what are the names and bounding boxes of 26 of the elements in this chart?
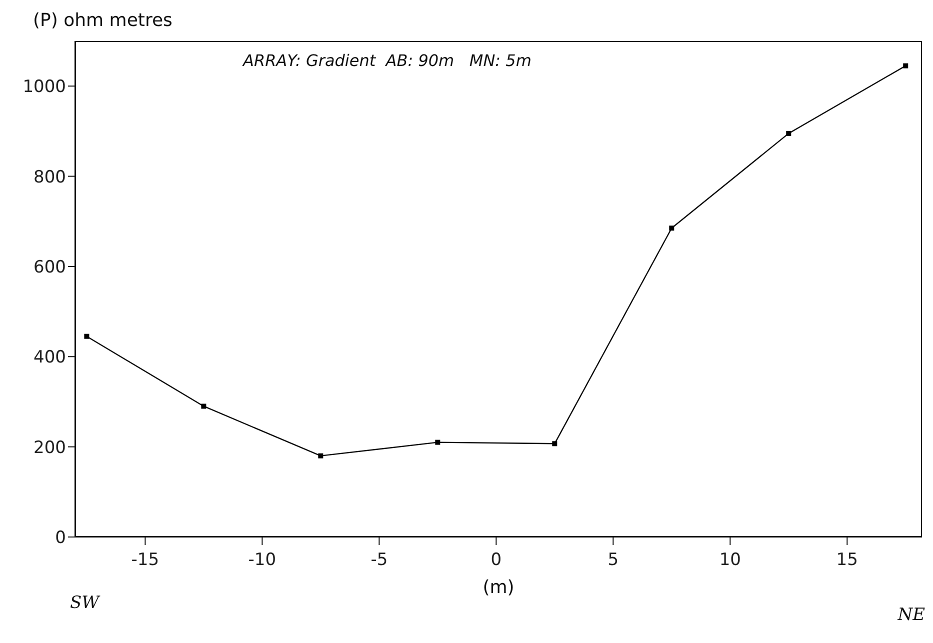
x-axis-title: (m) (482, 577, 514, 598)
x-tick-label: 0 (490, 550, 502, 570)
point (552, 441, 558, 446)
x-tick-label: -5 (370, 550, 388, 570)
y-axis-title: (P) ohm metres (33, 10, 172, 31)
y-tick-label: 1000 (22, 77, 66, 98)
point (669, 226, 674, 231)
y-tick-label: 200 (34, 438, 66, 458)
text: NE (898, 605, 925, 625)
y-tick-label: 800 (34, 167, 66, 188)
annotation: ARRAY: Gradient AB: 90m MN: 5m (243, 51, 532, 70)
point (903, 63, 908, 68)
point (84, 334, 90, 339)
text: SW (70, 593, 100, 613)
x-tick-label: 15 (836, 550, 858, 570)
point (201, 404, 206, 409)
point (435, 440, 440, 445)
x-tick-label: -10 (248, 550, 276, 570)
x-tick-label: 10 (719, 550, 741, 570)
y-tick-label: 0 (55, 528, 66, 548)
y-tick-label: 600 (34, 257, 66, 278)
point (786, 130, 792, 136)
x-tick-label: -15 (131, 550, 160, 570)
y-tick-label: 400 (34, 348, 66, 368)
x-tick-label: 5 (608, 550, 619, 570)
point (318, 453, 324, 458)
